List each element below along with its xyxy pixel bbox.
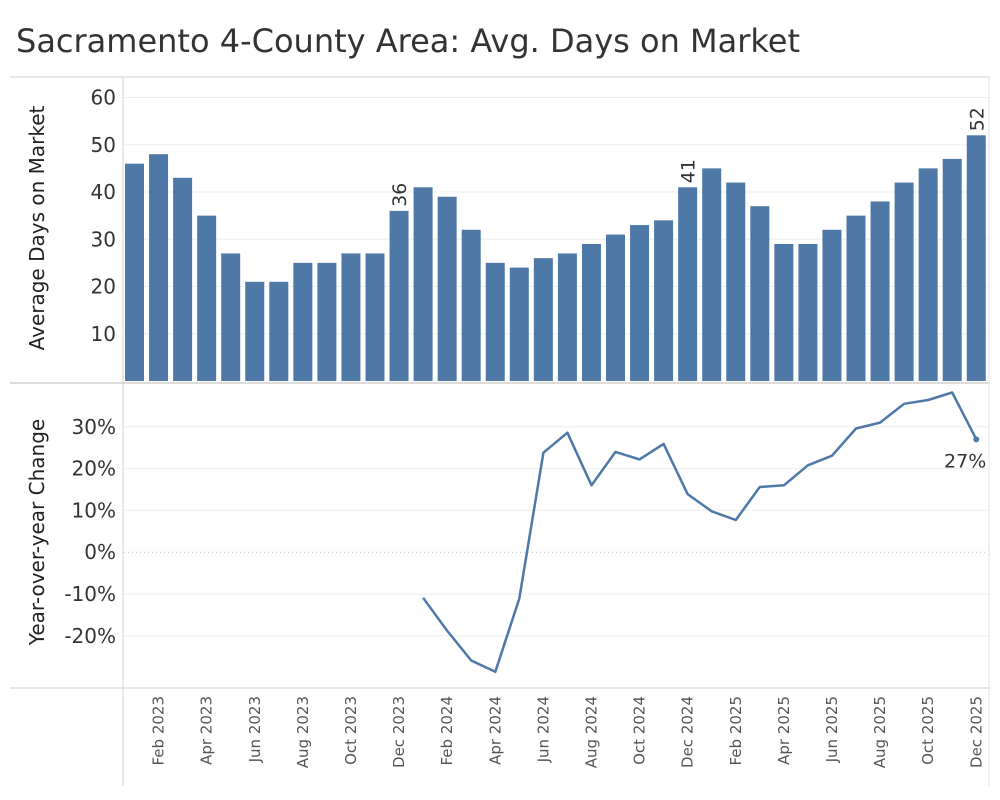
- yoy-series-points: 27%: [423, 392, 986, 672]
- x-tick-label: Aug 2025: [871, 696, 889, 768]
- bar: [317, 262, 337, 381]
- bar-series: [125, 135, 986, 381]
- x-tick-label: Dec 2025: [967, 696, 985, 768]
- bar: [389, 210, 409, 381]
- yoy-series-line: [422, 391, 978, 674]
- x-tick-label: Feb 2024: [438, 696, 456, 766]
- x-tick-label: Dec 2024: [679, 696, 697, 768]
- x-tick-label: Feb 2023: [150, 696, 168, 766]
- bar: [461, 229, 481, 381]
- bar: [702, 168, 722, 381]
- bar: [509, 267, 529, 381]
- bar: [870, 201, 890, 381]
- bar: [437, 196, 457, 381]
- bar: [966, 135, 986, 381]
- bar: [197, 215, 217, 381]
- line-point: [973, 436, 980, 443]
- y-tick-label: 60: [91, 86, 116, 110]
- y-tick-label: 50: [91, 133, 116, 157]
- bar: [533, 258, 553, 381]
- x-tick-label: Aug 2023: [294, 696, 312, 768]
- bar: [942, 158, 962, 381]
- bar: [654, 220, 674, 381]
- y-tick-label: 30%: [72, 415, 116, 439]
- line-y-axis-label: Year-over-year Change: [25, 419, 49, 646]
- bar: [846, 215, 866, 381]
- bar: [630, 225, 650, 381]
- x-tick-label: Aug 2024: [582, 696, 600, 768]
- bar: [557, 253, 577, 381]
- bar-panel-gridlines: [124, 97, 988, 335]
- line-y-tick-labels: -20% -10% 0% 10% 20% 30%: [64, 415, 116, 648]
- y-tick-label: 20: [91, 275, 116, 299]
- bar: [894, 182, 914, 381]
- y-tick-label: 10%: [72, 498, 116, 522]
- y-tick-label: 20%: [72, 457, 116, 481]
- bar: [822, 229, 842, 381]
- bar: [245, 281, 265, 381]
- bar: [413, 187, 433, 381]
- x-tick-label: Apr 2024: [486, 696, 504, 765]
- bar: [221, 253, 241, 381]
- bar: [726, 182, 746, 381]
- bar: [581, 243, 601, 381]
- bar-data-label: 36: [389, 183, 411, 207]
- bar: [365, 253, 385, 381]
- x-tick-label: Oct 2023: [342, 696, 360, 765]
- bar: [173, 177, 193, 381]
- y-tick-label: 30: [91, 227, 116, 251]
- bar: [269, 281, 289, 381]
- x-tick-label: Jun 2023: [246, 696, 264, 763]
- bar-y-tick-labels: 10 20 30 40 50 60: [91, 86, 116, 346]
- x-tick-label: Dec 2023: [390, 696, 408, 768]
- bar: [678, 187, 698, 381]
- bar: [798, 243, 818, 381]
- x-tick-label: Jun 2025: [823, 696, 841, 763]
- bar: [918, 168, 938, 381]
- y-tick-label: 40: [91, 180, 116, 204]
- bar: [485, 262, 505, 381]
- x-tick-label: Oct 2025: [919, 696, 937, 765]
- x-tick-label: Jun 2024: [534, 696, 552, 763]
- bar: [293, 262, 313, 381]
- y-tick-label: -20%: [64, 624, 116, 648]
- bar: [149, 154, 169, 381]
- y-tick-label: -10%: [64, 582, 116, 606]
- bar: [750, 206, 770, 381]
- bar: [341, 253, 361, 381]
- bar: [606, 234, 625, 381]
- line-panel-gridlines: [124, 426, 988, 637]
- x-tick-label: Apr 2025: [775, 696, 793, 765]
- x-tick-label: Oct 2024: [631, 696, 649, 765]
- y-tick-label: 0%: [84, 540, 116, 564]
- bar: [125, 163, 144, 381]
- bar-data-labels: 36 41 52: [389, 107, 988, 207]
- y-tick-label: 10: [91, 322, 116, 346]
- bar-data-label: 52: [966, 107, 988, 131]
- bar-data-label: 41: [678, 159, 700, 183]
- bar: [774, 243, 794, 381]
- x-tick-label: Apr 2023: [198, 696, 216, 765]
- x-tick-label: Feb 2025: [727, 696, 745, 766]
- line-end-label: 27%: [944, 450, 986, 472]
- x-axis-tick-labels: Feb 2023 Apr 2023 Jun 2023 Aug 2023 Oct 2023…: [150, 696, 986, 768]
- chart-title: Sacramento 4-County Area: Avg. Days on M…: [16, 22, 801, 60]
- bar-y-axis-label: Average Days on Market: [25, 105, 49, 350]
